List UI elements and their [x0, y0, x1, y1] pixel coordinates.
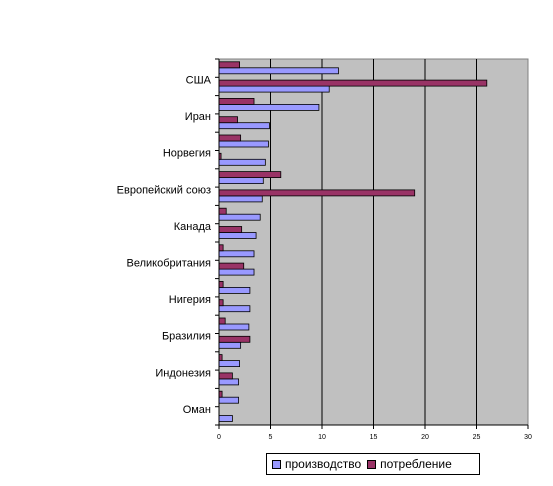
bar-production: [218, 396, 239, 404]
bar-consumption: [218, 226, 243, 233]
category-labels: Оман Индонезия Бразилия Нигерия Великобритан…: [117, 74, 212, 415]
bar-consumption: [218, 262, 245, 270]
bar-consumption: [218, 116, 238, 124]
x-tick-label: 10: [318, 434, 326, 441]
gridlines: [270, 59, 477, 425]
legend-label-production: производство: [285, 457, 362, 471]
bar-production: [218, 268, 255, 276]
bar-consumption: [218, 299, 224, 307]
bar-consumption: [218, 61, 241, 69]
bar-production: [218, 85, 330, 93]
category-label: Великобритания: [127, 257, 212, 269]
bar-consumption: [218, 189, 416, 197]
bar-production: [218, 415, 233, 422]
bar-consumption: [218, 79, 488, 87]
bars: [218, 61, 488, 422]
bar-consumption: [218, 207, 227, 215]
bar-consumption: [218, 244, 224, 252]
x-tick-label: 30: [524, 434, 532, 441]
bar-production: [218, 122, 270, 130]
legend: производство потребление: [266, 453, 480, 475]
x-tick-label: 25: [473, 434, 481, 441]
bar-production: [218, 177, 264, 185]
bar-production: [218, 378, 239, 386]
bar-production: [218, 195, 263, 203]
bar-production: [218, 341, 242, 349]
category-label: США: [186, 74, 212, 86]
category-label: Индонезия: [155, 367, 211, 379]
bar-consumption: [218, 317, 226, 325]
x-tick-label: 0: [217, 434, 221, 441]
bar-consumption: [218, 98, 255, 105]
bar-production: [218, 286, 251, 294]
category-label: Оман: [183, 404, 211, 416]
bar-consumption: [218, 335, 251, 343]
legend-label-consumption: потребление: [380, 457, 452, 471]
legend-item-consumption: потребление: [367, 457, 452, 471]
bar-production: [218, 213, 261, 221]
bar-production: [218, 323, 250, 331]
bar-production: [218, 104, 320, 111]
legend-item-production: производство: [272, 457, 361, 471]
category-label: Канада: [174, 221, 212, 233]
axes: [215, 58, 529, 429]
bar-consumption: [218, 280, 224, 288]
x-tick-label: 5: [269, 434, 273, 441]
category-label: Норвегия: [163, 148, 211, 160]
bar-production: [218, 305, 251, 313]
bar-production: [218, 140, 269, 148]
bar-production: [218, 250, 255, 258]
category-label: Иран: [185, 111, 211, 123]
tick-labels: 0 5 10 15 20 25 30: [217, 434, 532, 441]
category-label: Нигерия: [169, 294, 211, 306]
category-label: Бразилия: [162, 331, 211, 343]
category-label: Европейский союз: [117, 184, 211, 196]
x-tick-label: 15: [370, 434, 378, 441]
legend-swatch-consumption: [367, 459, 377, 469]
bar-consumption: [218, 372, 233, 380]
legend-swatch-production: [272, 459, 281, 469]
bar-production: [218, 360, 241, 368]
bar-production: [218, 232, 257, 239]
bar-production: [218, 158, 266, 166]
bar-consumption: [218, 134, 242, 142]
x-tick-label: 20: [421, 434, 429, 441]
bar-consumption: [218, 171, 282, 179]
bar-production: [218, 67, 339, 75]
